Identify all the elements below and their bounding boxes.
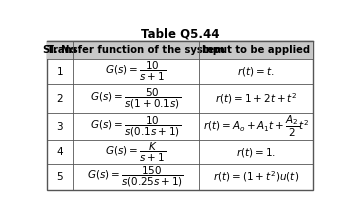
Text: Input to be applied: Input to be applied [202, 45, 310, 55]
Text: 1: 1 [57, 66, 63, 77]
Text: 5: 5 [57, 172, 63, 182]
Bar [47, 41, 313, 59]
Text: $r(t)=t.$: $r(t)=t.$ [237, 65, 274, 78]
Text: $r(t)=(1+t^2)u(t)$: $r(t)=(1+t^2)u(t)$ [213, 170, 299, 184]
Text: Transfer function of the system: Transfer function of the system [47, 45, 225, 55]
Text: $G(s)=\dfrac{K}{s+1}$: $G(s)=\dfrac{K}{s+1}$ [105, 141, 166, 164]
Text: Sl. No: Sl. No [43, 45, 77, 55]
Text: 4: 4 [57, 147, 63, 157]
Text: $r(t)=1.$: $r(t)=1.$ [236, 146, 276, 159]
Text: $G(s)=\dfrac{10}{s(0.1s+1)}$: $G(s)=\dfrac{10}{s(0.1s+1)}$ [91, 115, 181, 139]
Text: Table Q5.44: Table Q5.44 [141, 28, 219, 41]
Bar [47, 41, 313, 190]
Text: 3: 3 [57, 122, 63, 132]
Text: $r(t)=A_o+A_1t+\dfrac{A_2}{2}t^2$: $r(t)=A_o+A_1t+\dfrac{A_2}{2}t^2$ [203, 114, 309, 139]
Text: $G(s)=\dfrac{50}{s(1+0.1s)}$: $G(s)=\dfrac{50}{s(1+0.1s)}$ [91, 87, 181, 111]
Text: 2: 2 [57, 94, 63, 104]
Text: $r(t)=1+2t+t^2$: $r(t)=1+2t+t^2$ [214, 91, 297, 106]
Text: $G(s)=\dfrac{10}{s+1}$: $G(s)=\dfrac{10}{s+1}$ [105, 60, 166, 83]
Text: $G(s)=\dfrac{150}{s(0.25s+1)}$: $G(s)=\dfrac{150}{s(0.25s+1)}$ [87, 165, 184, 189]
